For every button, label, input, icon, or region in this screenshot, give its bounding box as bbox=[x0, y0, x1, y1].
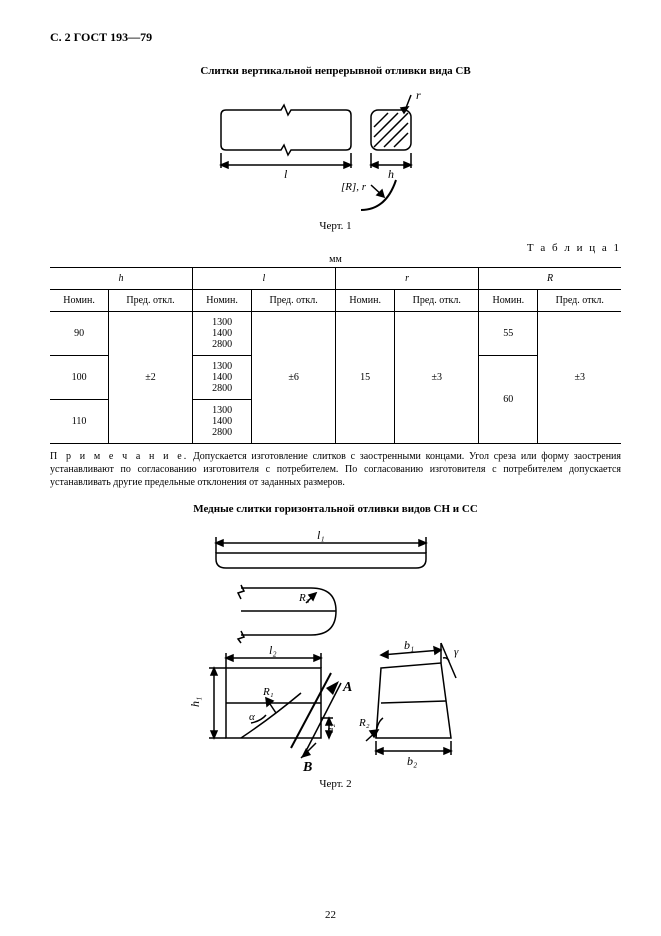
figure-1: r l h [R], r bbox=[50, 85, 621, 215]
sub-1: Пред. откл. bbox=[109, 290, 193, 312]
label-r: r bbox=[416, 88, 421, 102]
label-R2: R₂ bbox=[358, 717, 370, 729]
label-h: h bbox=[388, 167, 394, 181]
section-title-2: Медные слитки горизонтальной отливки вид… bbox=[50, 503, 621, 515]
page-header: С. 2 ГОСТ 193—79 bbox=[50, 30, 621, 45]
sub-5: Пред. откл. bbox=[395, 290, 479, 312]
col-h: h bbox=[50, 268, 192, 290]
cell: ±6 bbox=[252, 312, 336, 444]
cell: 1300 1400 2800 bbox=[192, 356, 251, 400]
label-A: A bbox=[342, 680, 352, 695]
label-l1: l₁ bbox=[317, 528, 325, 542]
label-l: l bbox=[284, 167, 288, 181]
label-gamma: γ bbox=[454, 646, 459, 658]
cell: 1300 1400 2800 bbox=[192, 312, 251, 356]
label-Rr: [R], r bbox=[341, 181, 367, 193]
col-l: l bbox=[192, 268, 335, 290]
sub-3: Пред. откл. bbox=[252, 290, 336, 312]
cell: ±3 bbox=[395, 312, 479, 444]
sub-0: Номин. bbox=[50, 290, 109, 312]
table-unit: мм bbox=[50, 254, 621, 265]
label-b1: b₁ bbox=[404, 638, 414, 652]
note-label: П р и м е ч а н и е. bbox=[50, 451, 188, 462]
section-title-1: Слитки вертикальной непрерывной отливки … bbox=[50, 65, 621, 77]
label-h1: h₁ bbox=[188, 697, 202, 707]
cell: 55 bbox=[479, 312, 538, 356]
cell: 100 bbox=[50, 356, 109, 400]
cell: 1300 1400 2800 bbox=[192, 400, 251, 444]
sub-7: Пред. откл. bbox=[538, 290, 621, 312]
sub-2: Номин. bbox=[192, 290, 251, 312]
sub-6: Номин. bbox=[479, 290, 538, 312]
label-R3: R₃ bbox=[298, 592, 310, 604]
label-l2: l₂ bbox=[269, 643, 277, 657]
label-B: B bbox=[302, 760, 312, 773]
label-b2: b₂ bbox=[407, 754, 417, 768]
figure-2: l₁ R₃ l₂ h₁ R₁ α h₂ A B b₁ γ R₂ b₂ bbox=[50, 523, 621, 773]
cell: 60 bbox=[479, 356, 538, 444]
label-h2: h₂ bbox=[324, 724, 336, 734]
cell: 90 bbox=[50, 312, 109, 356]
cell: ±2 bbox=[109, 312, 193, 444]
col-R: R bbox=[479, 268, 621, 290]
table-1: h l r R Номин. Пред. откл. Номин. Пред. … bbox=[50, 267, 621, 444]
sub-4: Номин. bbox=[335, 290, 394, 312]
cell: 110 bbox=[50, 400, 109, 444]
figure-1-caption: Черт. 1 bbox=[50, 220, 621, 232]
col-r: r bbox=[335, 268, 478, 290]
cell: 15 bbox=[335, 312, 394, 444]
page-number: 22 bbox=[0, 909, 661, 921]
label-R1: R₁ bbox=[262, 686, 274, 698]
figure-2-caption: Черт. 2 bbox=[50, 778, 621, 790]
label-alpha: α bbox=[249, 711, 255, 723]
cell: ±3 bbox=[538, 312, 621, 444]
table-note: П р и м е ч а н и е. Допускается изготов… bbox=[50, 450, 621, 489]
table-1-label: Т а б л и ц а 1 bbox=[50, 242, 621, 254]
